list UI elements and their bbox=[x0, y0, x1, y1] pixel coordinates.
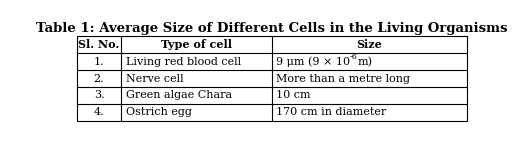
Text: Nerve cell: Nerve cell bbox=[126, 74, 183, 83]
Text: Size: Size bbox=[356, 39, 382, 50]
Bar bbox=[76, 37, 467, 121]
Text: Green algae Chara: Green algae Chara bbox=[126, 90, 232, 100]
Text: 3.: 3. bbox=[94, 90, 104, 100]
Text: More than a metre long: More than a metre long bbox=[276, 74, 410, 83]
Text: 1.: 1. bbox=[94, 57, 104, 67]
Text: 170 cm in diameter: 170 cm in diameter bbox=[276, 107, 386, 117]
Text: 2.: 2. bbox=[94, 74, 104, 83]
Text: m): m) bbox=[358, 57, 373, 67]
Text: Living red blood cell: Living red blood cell bbox=[126, 57, 241, 67]
Text: 4.: 4. bbox=[94, 107, 104, 117]
Text: Table 1: Average Size of Different Cells in the Living Organisms: Table 1: Average Size of Different Cells… bbox=[36, 22, 507, 35]
Text: 9 μm (9 × 10: 9 μm (9 × 10 bbox=[276, 56, 350, 67]
Text: Sl. No.: Sl. No. bbox=[78, 39, 120, 50]
Text: Type of cell: Type of cell bbox=[161, 39, 232, 50]
Text: 10 cm: 10 cm bbox=[276, 90, 311, 100]
Text: Ostrich egg: Ostrich egg bbox=[126, 107, 191, 117]
Text: -6: -6 bbox=[350, 53, 358, 61]
